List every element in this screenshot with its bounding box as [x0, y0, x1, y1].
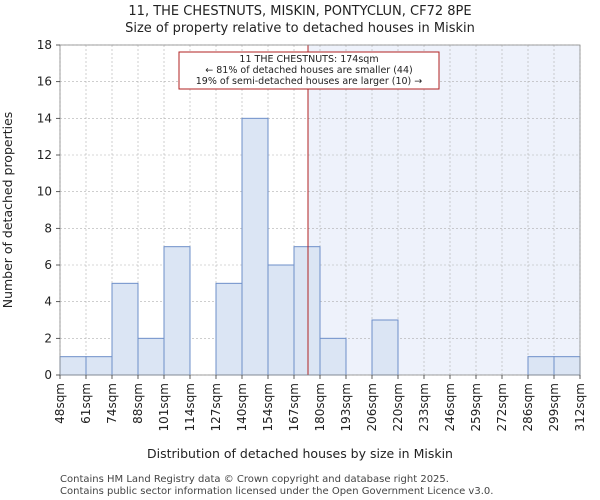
histogram-bar: [59, 356, 87, 376]
chart-subtitle: Size of property relative to detached ho…: [125, 21, 475, 36]
annotation-line-2: ← 81% of detached houses are smaller (44…: [205, 65, 412, 76]
x-tick-label: 48sqm: [53, 383, 67, 424]
highlight-region: [308, 45, 580, 375]
histogram-bar: [267, 264, 295, 376]
x-tick-label: 193sqm: [339, 383, 353, 431]
y-tick-label: 2: [44, 331, 52, 345]
x-tick-label: 140sqm: [235, 383, 249, 431]
y-tick-layer: 0 2 4 6 8 10 12 14 16 18: [37, 38, 60, 382]
annotation-box: [178, 51, 440, 90]
annotation-line-1: 11 THE CHESTNUTS: 174sqm: [239, 54, 378, 65]
histogram-bar: [319, 337, 347, 376]
histogram-bar: [371, 319, 399, 376]
histogram-bar: [527, 356, 555, 376]
annotation: 11 THE CHESTNUTS: 174sqm ← 81% of detach…: [178, 51, 440, 90]
x-tick-label: 233sqm: [417, 383, 431, 431]
x-tick-label: 206sqm: [365, 383, 379, 431]
histogram-bar: [215, 282, 243, 376]
y-tick-label: 14: [37, 111, 52, 125]
y-axis-label: Number of detached properties: [0, 112, 15, 309]
x-tick-label: 114sqm: [183, 383, 197, 431]
x-tick-label: 246sqm: [443, 383, 457, 431]
x-tick-label: 286sqm: [521, 383, 535, 431]
footer-line-2: Contains public sector information licen…: [60, 486, 493, 497]
x-tick-label: 272sqm: [495, 383, 509, 431]
x-tick-label: 74sqm: [105, 383, 119, 424]
x-tick-label: 299sqm: [547, 383, 561, 431]
bar-layer: [59, 117, 581, 376]
histogram-bar: [111, 282, 139, 376]
y-tick-label: 16: [37, 75, 52, 89]
x-tick-label: 61sqm: [79, 383, 93, 424]
x-axis-label: Distribution of detached houses by size …: [147, 446, 453, 461]
x-tick-layer: 48sqm 61sqm 74sqm 88sqm 101sqm 114sqm 127sqm 14…: [53, 375, 587, 431]
y-tick-label: 6: [44, 258, 52, 272]
y-tick-label: 12: [37, 148, 52, 162]
x-tick-label: 259sqm: [469, 383, 483, 431]
histogram-bar: [553, 356, 581, 376]
x-tick-label: 180sqm: [313, 383, 327, 431]
x-tick-label: 220sqm: [391, 383, 405, 431]
histogram-bar: [137, 337, 165, 376]
x-tick-label: 312sqm: [573, 383, 587, 431]
x-tick-label: 101sqm: [157, 383, 171, 431]
x-tick-label: 88sqm: [131, 383, 145, 424]
y-tick-label: 0: [44, 368, 52, 382]
highlight-region-layer: [308, 45, 580, 375]
x-tick-label: 167sqm: [287, 383, 301, 431]
histogram-bar: [163, 246, 191, 376]
y-tick-label: 8: [44, 221, 52, 235]
histogram-bar: [293, 246, 321, 376]
x-tick-label: 154sqm: [261, 383, 275, 431]
histogram-bar: [85, 356, 113, 376]
y-tick-label: 4: [44, 295, 52, 309]
chart-title: 11, THE CHESTNUTS, MISKIN, PONTYCLUN, CF…: [128, 4, 471, 19]
x-tick-label: 127sqm: [209, 383, 223, 431]
histogram-bar: [241, 117, 269, 376]
footer-line-1: Contains HM Land Registry data © Crown c…: [60, 474, 449, 485]
annotation-line-3: 19% of semi-detached houses are larger (…: [196, 76, 423, 87]
y-tick-label: 18: [37, 38, 52, 52]
y-tick-label: 10: [37, 185, 52, 199]
